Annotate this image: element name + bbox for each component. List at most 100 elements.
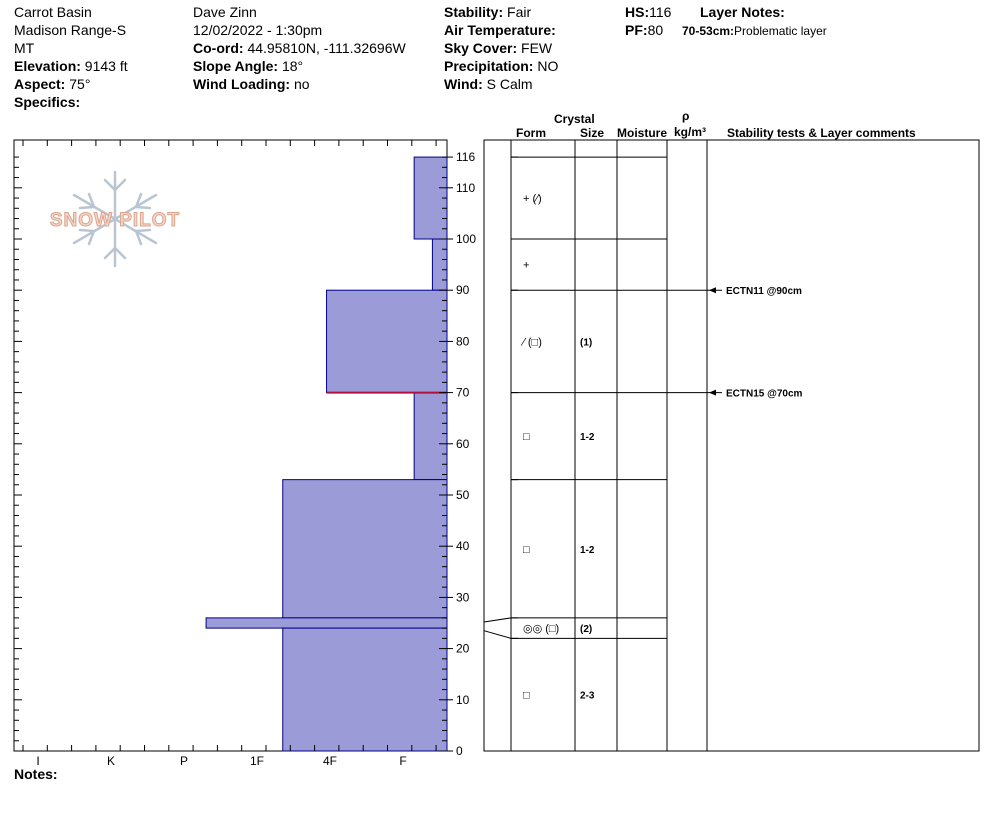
wind-loading-label: Wind Loading: — [193, 76, 291, 92]
wind-loading-value: no — [293, 76, 310, 92]
depth-tick-label: 110 — [456, 181, 475, 195]
coord-label: Co-ord: — [193, 40, 244, 56]
coord-value: 44.95810N, -111.32696W — [247, 40, 406, 56]
precip-field: Precipitation: NO — [444, 58, 558, 74]
layer-note-depth: 70-53cm: — [682, 24, 735, 38]
wind-label: Wind: — [444, 76, 483, 92]
crystal-size: (2) — [580, 624, 592, 635]
depth-tick-label: 90 — [456, 283, 470, 297]
stability-field: Stability: Fair — [444, 4, 531, 20]
hs-value: 116 — [649, 4, 672, 20]
pf-label: PF: — [625, 22, 648, 38]
crystal-form: □ — [523, 544, 530, 556]
depth-tick-label: 40 — [456, 539, 470, 553]
specifics-label: Specifics: — [14, 94, 81, 110]
crystal-form: □ — [523, 690, 530, 702]
state-name: MT — [14, 40, 35, 56]
stability-test-label: ECTN11 @90cm — [726, 286, 802, 297]
layer-note: 70-53cm:Problematic layer — [682, 23, 827, 39]
hardness-bar — [413, 156, 448, 240]
layer-notes-label: Layer Notes: — [700, 4, 785, 20]
boundary-connector — [483, 630, 512, 639]
hardness-category-label: I — [36, 754, 39, 768]
crystal-form: ◎◎ (□) — [523, 623, 559, 635]
slope-label: Slope Angle: — [193, 58, 279, 74]
depth-tick-label: 100 — [456, 232, 476, 246]
hardness-category-label: F — [399, 754, 406, 768]
sky-field: Sky Cover: FEW — [444, 40, 552, 56]
depth-tick-label: 70 — [456, 386, 470, 400]
stability-value: Fair — [507, 4, 532, 20]
precip-label: Precipitation: — [444, 58, 534, 74]
size-header: Size — [580, 126, 605, 140]
crystal-table: + (⁄) + ⁄ (□) (1) □ 1-2 □ 1-2 ◎◎ (□) (2) □ 2-3 — [483, 139, 980, 752]
hardness-bar — [326, 289, 448, 394]
hardness-category-label: 4F — [323, 754, 337, 768]
stability-test-label: ECTN15 @70cm — [726, 389, 803, 400]
hardness-category-label: 1F — [250, 754, 264, 768]
crystal-frame — [483, 139, 980, 752]
aspect-field: Aspect: 75° — [14, 76, 90, 92]
form-header: Form — [516, 126, 546, 140]
density-unit-header: kg/m³ — [674, 125, 707, 139]
stability-arrow-icon — [709, 389, 716, 396]
sky-value: FEW — [521, 40, 553, 56]
crystal-form: ⁄ (□) — [520, 336, 542, 348]
coord-field: Co-ord: 44.95810N, -111.32696W — [193, 40, 406, 56]
aspect-value: 75° — [69, 76, 91, 92]
depth-tick-label: 0 — [456, 744, 463, 758]
layer-note-text: Problematic layer — [734, 24, 827, 38]
observation-datetime: 12/02/2022 - 1:30pm — [193, 22, 323, 38]
rho-header: ρ — [682, 109, 690, 123]
moisture-header: Moisture — [617, 126, 668, 140]
pf-value: 80 — [647, 22, 664, 38]
boundary-connector — [483, 617, 512, 623]
stability-arrow-icon — [709, 287, 716, 294]
air-temp-label: Air Temperature: — [444, 22, 556, 38]
crystal-size: (1) — [580, 337, 592, 348]
crystal-form: + — [523, 260, 529, 272]
hardness-category-label: K — [107, 754, 115, 768]
snow-pilot-logo: SNOW PILOT — [49, 170, 180, 268]
wind-field: Wind: S Calm — [444, 76, 533, 92]
range-name: Madison Range-S — [14, 22, 127, 38]
depth-tick-label: 50 — [456, 488, 470, 502]
crystal-form: □ — [523, 431, 530, 443]
slope-field: Slope Angle: 18° — [193, 58, 303, 74]
snowflake-icon — [72, 170, 158, 268]
depth-tick-label: 10 — [456, 693, 470, 707]
hs-field: HS:116 — [625, 4, 671, 20]
elevation-label: Elevation: — [14, 58, 81, 74]
hardness-bar — [282, 627, 448, 752]
sky-label: Sky Cover: — [444, 40, 518, 56]
hardness-bar — [282, 479, 448, 619]
hardness-bar — [431, 238, 448, 291]
crystal-size: 1-2 — [580, 432, 595, 443]
elevation-value: 9143 ft — [84, 58, 128, 74]
stability-tests: ECTN11 @90cm ECTN15 @70cm — [667, 286, 803, 400]
depth-tick-label: 116 — [456, 150, 475, 164]
hardness-profile: I K P 1F 4F F 0 10 20 30 40 50 60 70 80 90 100 110 116 — [13, 139, 476, 768]
crystal-size: 1-2 — [580, 545, 595, 556]
aspect-label: Aspect: — [14, 76, 66, 92]
logo-text: SNOW PILOT — [50, 210, 180, 231]
elevation-field: Elevation: 9143 ft — [14, 58, 128, 74]
depth-tick-label: 30 — [456, 590, 470, 604]
slope-value: 18° — [281, 58, 304, 74]
hardness-category-label: P — [180, 754, 188, 768]
hs-label: HS: — [625, 4, 650, 20]
hardness-bar — [205, 617, 448, 629]
stability-tests-header: Stability tests & Layer comments — [727, 126, 916, 140]
location-name: Carrot Basin — [14, 4, 92, 20]
depth-tick-label: 60 — [456, 437, 470, 451]
observer-name: Dave Zinn — [193, 4, 257, 20]
stability-label: Stability: — [444, 4, 504, 20]
crystal-form: + (⁄) — [523, 193, 542, 205]
depth-tick-label: 80 — [456, 334, 470, 348]
precip-value: NO — [537, 58, 559, 74]
notes-label: Notes: — [14, 766, 58, 782]
crystal-header: Crystal — [554, 112, 595, 126]
wind-loading-field: Wind Loading: no — [193, 76, 310, 92]
depth-tick-label: 20 — [456, 642, 470, 656]
snow-profile-chart: SNOW PILOT I K P 1F 4F F 0 10 20 30 40 50 60 70 80 90 10… — [13, 139, 980, 768]
